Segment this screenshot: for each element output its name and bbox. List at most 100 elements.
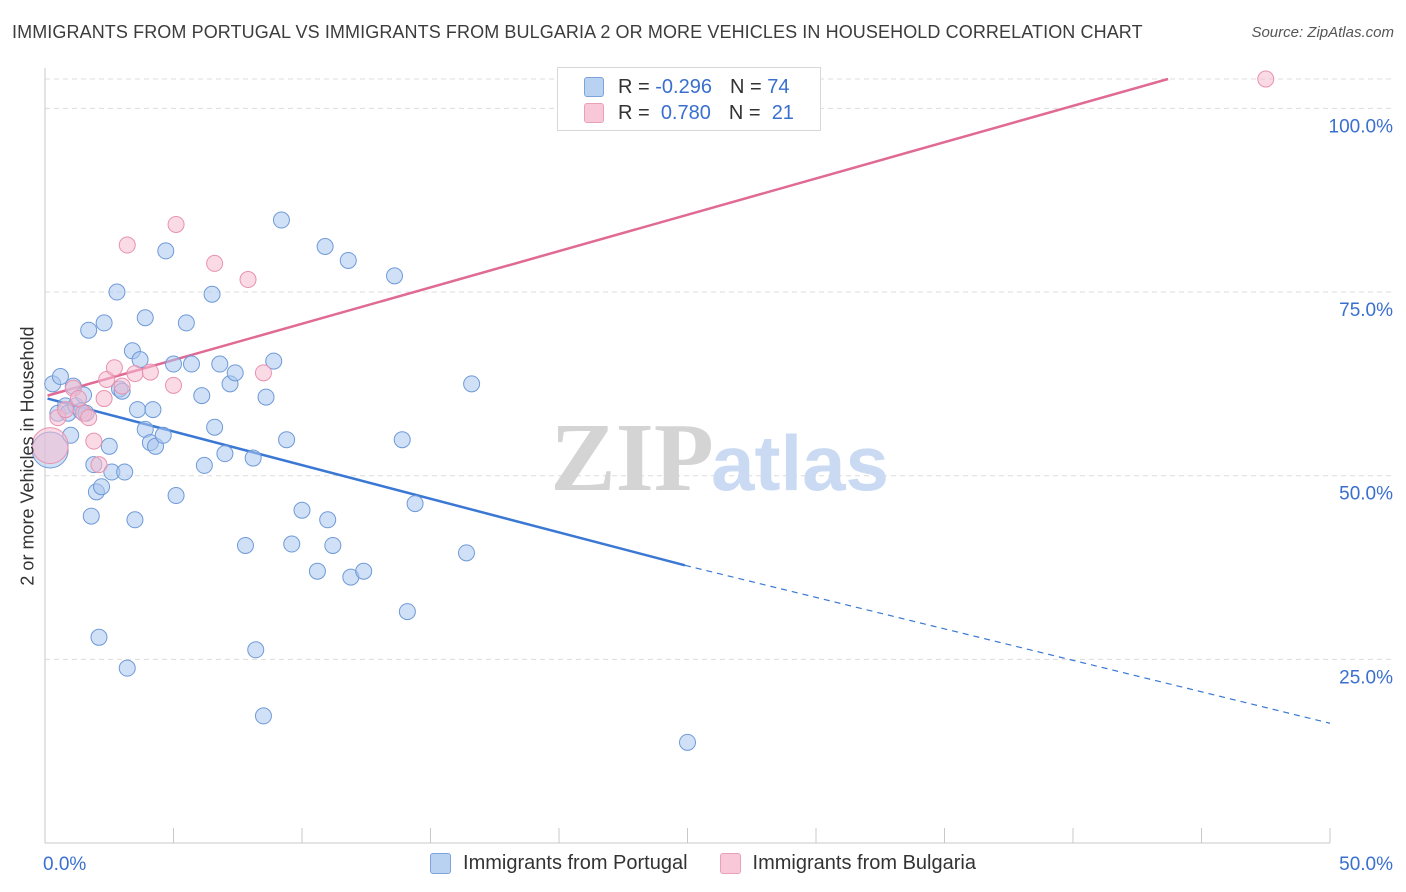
point-portugal	[463, 375, 481, 393]
point-portugal	[167, 487, 185, 505]
legend-row-bulgaria: R = 0.780 N = 21	[584, 100, 794, 126]
point-portugal	[679, 733, 696, 751]
point-bulgaria	[98, 370, 116, 388]
point-bulgaria	[95, 390, 113, 408]
point-portugal	[93, 478, 111, 496]
point-bulgaria	[167, 215, 185, 233]
point-portugal	[247, 641, 265, 659]
point-portugal	[254, 707, 272, 725]
point-portugal	[265, 352, 283, 370]
series-swatch-portugal	[430, 853, 452, 874]
legend-swatch-bulgaria	[584, 103, 604, 123]
point-portugal	[211, 355, 229, 373]
point-portugal	[116, 463, 134, 481]
x-tick-label-max: 50.0%	[1339, 854, 1393, 875]
legend-r-label: R =	[618, 101, 650, 124]
legend-n-value: 74	[767, 75, 790, 98]
series-swatch-bulgaria	[719, 853, 741, 874]
data-points	[31, 70, 1275, 751]
point-bulgaria	[165, 376, 182, 394]
point-portugal	[118, 659, 136, 677]
legend-r-value: 0.780	[660, 101, 711, 124]
point-bulgaria	[254, 364, 272, 382]
point-portugal	[129, 401, 147, 419]
point-portugal	[182, 355, 200, 373]
series-legend-bulgaria: Immigrants from Bulgaria	[719, 852, 976, 875]
legend-n-value: 21	[771, 101, 794, 124]
point-portugal	[406, 495, 424, 513]
y-tick-label: 50.0%	[1339, 484, 1393, 505]
point-portugal	[257, 388, 275, 406]
point-bulgaria	[206, 254, 224, 272]
point-bulgaria	[239, 271, 257, 289]
point-portugal	[203, 285, 221, 303]
point-portugal	[339, 251, 357, 269]
point-bulgaria	[57, 401, 75, 419]
point-portugal	[355, 562, 373, 580]
point-bulgaria	[1257, 70, 1275, 88]
legend: R = -0.296 N = 74 R = 0.780 N = 21	[557, 67, 821, 131]
legend-r-label: R =	[618, 75, 650, 98]
point-bulgaria	[126, 365, 144, 383]
chart-title: IMMIGRANTS FROM PORTUGAL VS IMMIGRANTS F…	[12, 22, 1143, 42]
point-portugal	[82, 507, 100, 525]
series-legend-portugal: Immigrants from Portugal	[430, 852, 688, 875]
point-portugal	[90, 628, 108, 646]
point-portugal	[193, 387, 211, 405]
watermark-atlas: atlas	[711, 419, 889, 507]
legend-row-portugal: R = -0.296 N = 74	[584, 74, 789, 100]
point-portugal	[195, 456, 213, 474]
source-credit: Source: ZipAtlas.com	[1251, 24, 1394, 41]
point-bulgaria	[105, 359, 123, 377]
y-tick-label: 100.0%	[1329, 116, 1394, 137]
series-legend: Immigrants from Portugal Immigrants from…	[0, 852, 1406, 875]
point-portugal	[95, 314, 113, 332]
watermark-zip: ZIP	[550, 404, 713, 512]
point-portugal	[100, 437, 118, 455]
x-tick-label-min: 0.0%	[43, 854, 86, 875]
tick-labels: 25.0% 50.0% 75.0% 100.0% 0.0% 50.0%	[43, 116, 1393, 875]
point-portugal	[283, 535, 301, 553]
point-portugal	[398, 603, 416, 621]
point-portugal	[108, 283, 126, 301]
point-portugal	[393, 431, 411, 449]
point-portugal	[319, 511, 337, 529]
point-portugal	[51, 368, 69, 386]
point-portugal	[206, 418, 224, 436]
trend-line-portugal	[47, 397, 686, 567]
point-portugal	[216, 445, 234, 463]
y-tick-label: 25.0%	[1339, 667, 1393, 688]
point-portugal	[80, 321, 98, 339]
point-bulgaria	[118, 236, 136, 254]
point-portugal	[324, 536, 342, 554]
point-portugal	[293, 501, 311, 519]
point-portugal	[226, 364, 244, 382]
point-portugal	[278, 431, 296, 449]
series-label-portugal: Immigrants from Portugal	[463, 852, 688, 874]
legend-r-value: -0.296	[655, 75, 712, 98]
point-bulgaria	[90, 456, 108, 474]
point-portugal	[144, 401, 162, 419]
point-portugal	[316, 237, 334, 255]
watermark: ZIP atlas	[550, 404, 889, 512]
gridlines	[45, 78, 1392, 660]
point-portugal	[157, 242, 175, 260]
point-portugal	[126, 511, 144, 529]
point-portugal	[308, 562, 326, 580]
series-label-bulgaria: Immigrants from Bulgaria	[752, 852, 976, 874]
trend-lines	[47, 77, 1331, 724]
point-portugal	[272, 211, 290, 229]
point-portugal	[177, 314, 195, 332]
point-bulgaria	[85, 432, 103, 450]
legend-n-label: N =	[728, 101, 761, 124]
point-portugal	[236, 536, 254, 554]
point-bulgaria	[80, 409, 98, 427]
point-bulgaria	[69, 390, 87, 408]
y-axis-label: 2 or more Vehicles in Household	[17, 326, 38, 586]
point-bulgaria	[141, 363, 159, 381]
legend-n-label: N =	[729, 75, 762, 98]
trend-line-portugal-extension	[684, 564, 1331, 724]
point-bulgaria	[113, 377, 131, 395]
point-portugal	[244, 449, 262, 467]
